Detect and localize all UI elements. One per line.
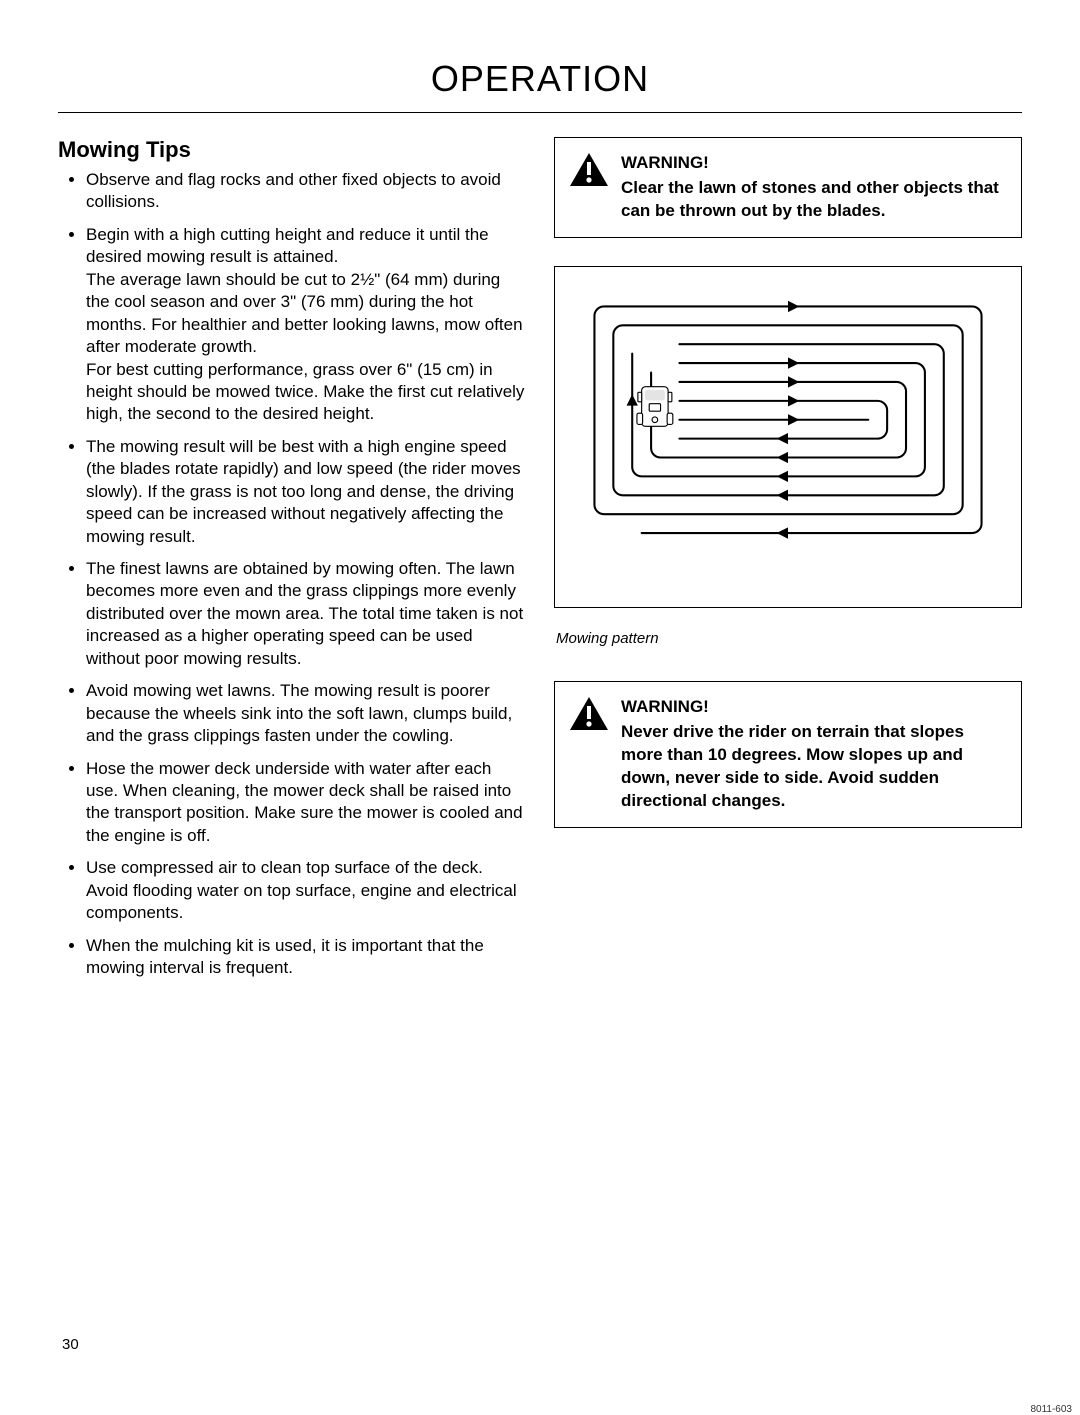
list-item-paragraph: When the mulching kit is used, it is imp… xyxy=(86,935,526,980)
warning-box-slope: WARNING! Never drive the rider on terrai… xyxy=(554,681,1022,828)
list-item: The mowing result will be best with a hi… xyxy=(86,436,526,548)
list-item: Hose the mower deck underside with water… xyxy=(86,758,526,848)
mowing-tips-list: Observe and flag rocks and other fixed o… xyxy=(58,169,526,979)
page-number: 30 xyxy=(62,1336,79,1353)
two-column-layout: Mowing Tips Observe and flag rocks and o… xyxy=(58,129,1022,989)
title-rule xyxy=(58,112,1022,113)
right-column: WARNING! Clear the lawn of stones and ot… xyxy=(554,129,1022,989)
warning-body: Never drive the rider on terrain that sl… xyxy=(621,722,964,810)
list-item-paragraph: Begin with a high cutting height and red… xyxy=(86,224,526,269)
page-title-row: OPERATION xyxy=(58,58,1022,100)
list-item-paragraph: The mowing result will be best with a hi… xyxy=(86,436,526,548)
mowing-pattern-svg xyxy=(585,297,991,542)
warning-text: WARNING! Never drive the rider on terrai… xyxy=(621,696,1005,813)
list-item-paragraph: Use compressed air to clean top surface … xyxy=(86,857,526,924)
figure-caption: Mowing pattern xyxy=(556,630,1022,647)
list-item: Use compressed air to clean top surface … xyxy=(86,857,526,924)
list-item-paragraph: For best cutting performance, grass over… xyxy=(86,359,526,426)
list-item: Begin with a high cutting height and red… xyxy=(86,224,526,426)
mowing-pattern-figure xyxy=(554,266,1022,608)
section-heading-mowing-tips: Mowing Tips xyxy=(58,137,526,163)
list-item-paragraph: Avoid mowing wet lawns. The mowing resul… xyxy=(86,680,526,747)
left-column: Mowing Tips Observe and flag rocks and o… xyxy=(58,129,526,989)
warning-box-debris: WARNING! Clear the lawn of stones and ot… xyxy=(554,137,1022,238)
list-item-paragraph: Observe and flag rocks and other fixed o… xyxy=(86,169,526,214)
warning-text: WARNING! Clear the lawn of stones and ot… xyxy=(621,152,1005,223)
warning-label: WARNING! xyxy=(621,152,1005,175)
warning-icon xyxy=(569,152,609,223)
list-item-paragraph: Hose the mower deck underside with water… xyxy=(86,758,526,848)
list-item-paragraph: The average lawn should be cut to 2½" (6… xyxy=(86,269,526,359)
figure-code: 8011-603 xyxy=(1030,1404,1072,1415)
list-item: The finest lawns are obtained by mowing … xyxy=(86,558,526,670)
warning-label: WARNING! xyxy=(621,696,1005,719)
manual-page: OPERATION Mowing Tips Observe and flag r… xyxy=(0,0,1080,1397)
warning-icon xyxy=(569,696,609,813)
page-title: OPERATION xyxy=(431,58,649,99)
list-item: Avoid mowing wet lawns. The mowing resul… xyxy=(86,680,526,747)
warning-body: Clear the lawn of stones and other objec… xyxy=(621,178,999,220)
list-item-paragraph: The finest lawns are obtained by mowing … xyxy=(86,558,526,670)
list-item: When the mulching kit is used, it is imp… xyxy=(86,935,526,980)
list-item: Observe and flag rocks and other fixed o… xyxy=(86,169,526,214)
